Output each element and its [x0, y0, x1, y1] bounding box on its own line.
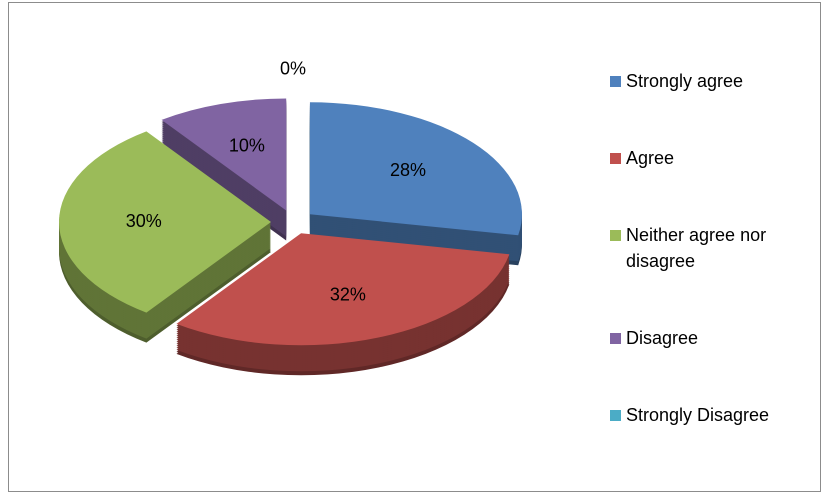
data-label: 32%: [330, 284, 366, 304]
legend-item: Neither agree nor disagree: [610, 222, 810, 274]
legend-label: Neither agree nor disagree: [626, 225, 767, 271]
legend-label: Strongly agree: [626, 71, 744, 91]
chart: 28% 32% 30% 10% 0%: [58, 58, 522, 376]
legend-label: Disagree: [626, 328, 699, 348]
data-label: 10%: [229, 135, 265, 155]
data-label: 30%: [126, 211, 162, 231]
legend-label: Strongly Disagree: [626, 405, 770, 425]
legend-swatch: [610, 153, 621, 164]
legend-item: Strongly Disagree: [610, 402, 810, 428]
slice: [309, 102, 522, 236]
legend: Strongly agree Agree Neither agree nor dis…: [610, 68, 810, 428]
legend-label: Agree: [626, 148, 675, 168]
data-label: 28%: [390, 160, 426, 180]
slice: [161, 98, 287, 211]
legend-item: Agree: [610, 145, 810, 171]
data-label: 0%: [280, 58, 306, 78]
legend-swatch: [610, 76, 621, 87]
legend-swatch: [610, 230, 621, 241]
legend-item: Strongly agree: [610, 68, 810, 94]
page: 28% 32% 30% 10% 0% Strongly agree Agree Neithe…: [8, 2, 821, 492]
slice: [58, 131, 271, 313]
legend-item: Disagree: [610, 325, 810, 351]
slice: [176, 233, 510, 346]
legend-swatch: [610, 333, 621, 344]
legend-swatch: [610, 410, 621, 421]
